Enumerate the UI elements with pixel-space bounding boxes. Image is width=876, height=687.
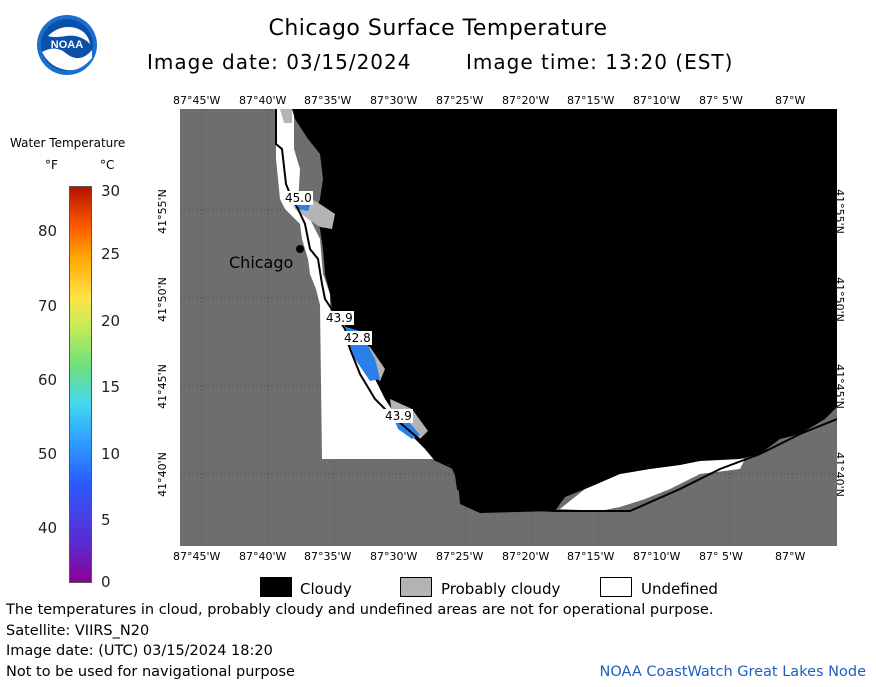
lon-tick-top: 87°20'W	[502, 94, 550, 107]
page-title: Chicago Surface Temperature	[268, 16, 608, 41]
lon-tick-bottom: 87°10'W	[633, 550, 681, 563]
noaa-logo-icon: NOAA	[36, 14, 98, 76]
colorbar-c-label: 5	[101, 511, 111, 529]
unit-fahrenheit: °F	[45, 158, 58, 172]
city-label: Chicago	[229, 253, 294, 272]
lon-tick-bottom: 87°20'W	[502, 550, 550, 563]
undefined-swatch	[600, 577, 632, 597]
lon-tick-top: 87°45'W	[173, 94, 221, 107]
lon-tick-top: 87°W	[775, 94, 806, 107]
lon-tick-bottom: 87°W	[775, 550, 806, 563]
colorbar-f-label: 70	[38, 297, 58, 315]
lon-tick-top: 87°25'W	[436, 94, 484, 107]
temperature-label: 43.9	[384, 409, 413, 423]
lon-tick-top: 87°10'W	[633, 94, 681, 107]
colorbar-c-label: 30	[101, 182, 121, 200]
colorbar-f-label: 80	[38, 222, 58, 240]
lon-tick-bottom: 87°35'W	[304, 550, 352, 563]
undefined-area	[560, 449, 745, 511]
lon-tick-top: 87°40'W	[239, 94, 287, 107]
temperature-label: 42.8	[343, 331, 372, 345]
noaa-logo-text: NOAA	[51, 39, 83, 51]
colorbar-f-label: 50	[38, 445, 58, 463]
colorbar-title: Water Temperature	[10, 136, 126, 150]
lon-tick-top: 87° 5'W	[699, 94, 743, 107]
lon-tick-bottom: 87° 5'W	[699, 550, 743, 563]
undefined-label: Undefined	[641, 580, 718, 598]
temperature-label: 43.9	[325, 311, 354, 325]
colorbar-c-label: 20	[101, 312, 121, 330]
image-time: Image time: 13:20 (EST)	[466, 50, 734, 74]
cloudy-label: Cloudy	[300, 580, 352, 598]
lat-tick-left: 41°45'N	[155, 364, 169, 409]
lon-tick-bottom: 87°40'W	[239, 550, 287, 563]
temperature-colorbar	[69, 186, 92, 583]
probably-cloudy-swatch	[400, 577, 432, 597]
disclaimer-text: The temperatures in cloud, probably clou…	[6, 602, 714, 618]
satellite-text: Satellite: VIIRS_N20	[6, 623, 150, 639]
undefined-area	[276, 109, 446, 461]
lon-tick-top: 87°30'W	[370, 94, 418, 107]
lon-tick-bottom: 87°15'W	[567, 550, 615, 563]
lon-tick-bottom: 87°25'W	[436, 550, 484, 563]
navigation-warning: Not to be used for navigational purpose	[6, 664, 295, 680]
temperature-map	[180, 109, 838, 550]
lat-tick-left: 41°55'N	[155, 189, 169, 234]
cloudy-swatch	[260, 577, 292, 597]
image-date: Image date: 03/15/2024	[147, 50, 412, 74]
utc-date-text: Image date: (UTC) 03/15/2024 18:20	[6, 643, 273, 659]
colorbar-c-label: 10	[101, 445, 121, 463]
colorbar-c-label: 25	[101, 245, 121, 263]
temperature-label: 45.0	[284, 191, 313, 205]
colorbar-f-label: 60	[38, 371, 58, 389]
water-area	[298, 203, 310, 211]
colorbar-f-label: 40	[38, 519, 58, 537]
probably-cloudy-label: Probably cloudy	[441, 580, 561, 598]
shoreline	[275, 109, 838, 512]
lat-tick-left: 41°40'N	[155, 452, 169, 497]
cloud-area	[292, 109, 837, 513]
lon-tick-bottom: 87°45'W	[173, 550, 221, 563]
colorbar-c-label: 0	[101, 573, 111, 591]
probably-cloudy-area	[280, 109, 292, 123]
chicago-marker	[296, 245, 304, 253]
lon-tick-top: 87°15'W	[567, 94, 615, 107]
lon-tick-bottom: 87°30'W	[370, 550, 418, 563]
lat-tick-left: 41°50'N	[155, 277, 169, 322]
unit-celsius: °C	[100, 158, 115, 172]
colorbar-c-label: 15	[101, 378, 121, 396]
lon-tick-top: 87°35'W	[304, 94, 352, 107]
credit-text: NOAA CoastWatch Great Lakes Node	[599, 664, 866, 680]
